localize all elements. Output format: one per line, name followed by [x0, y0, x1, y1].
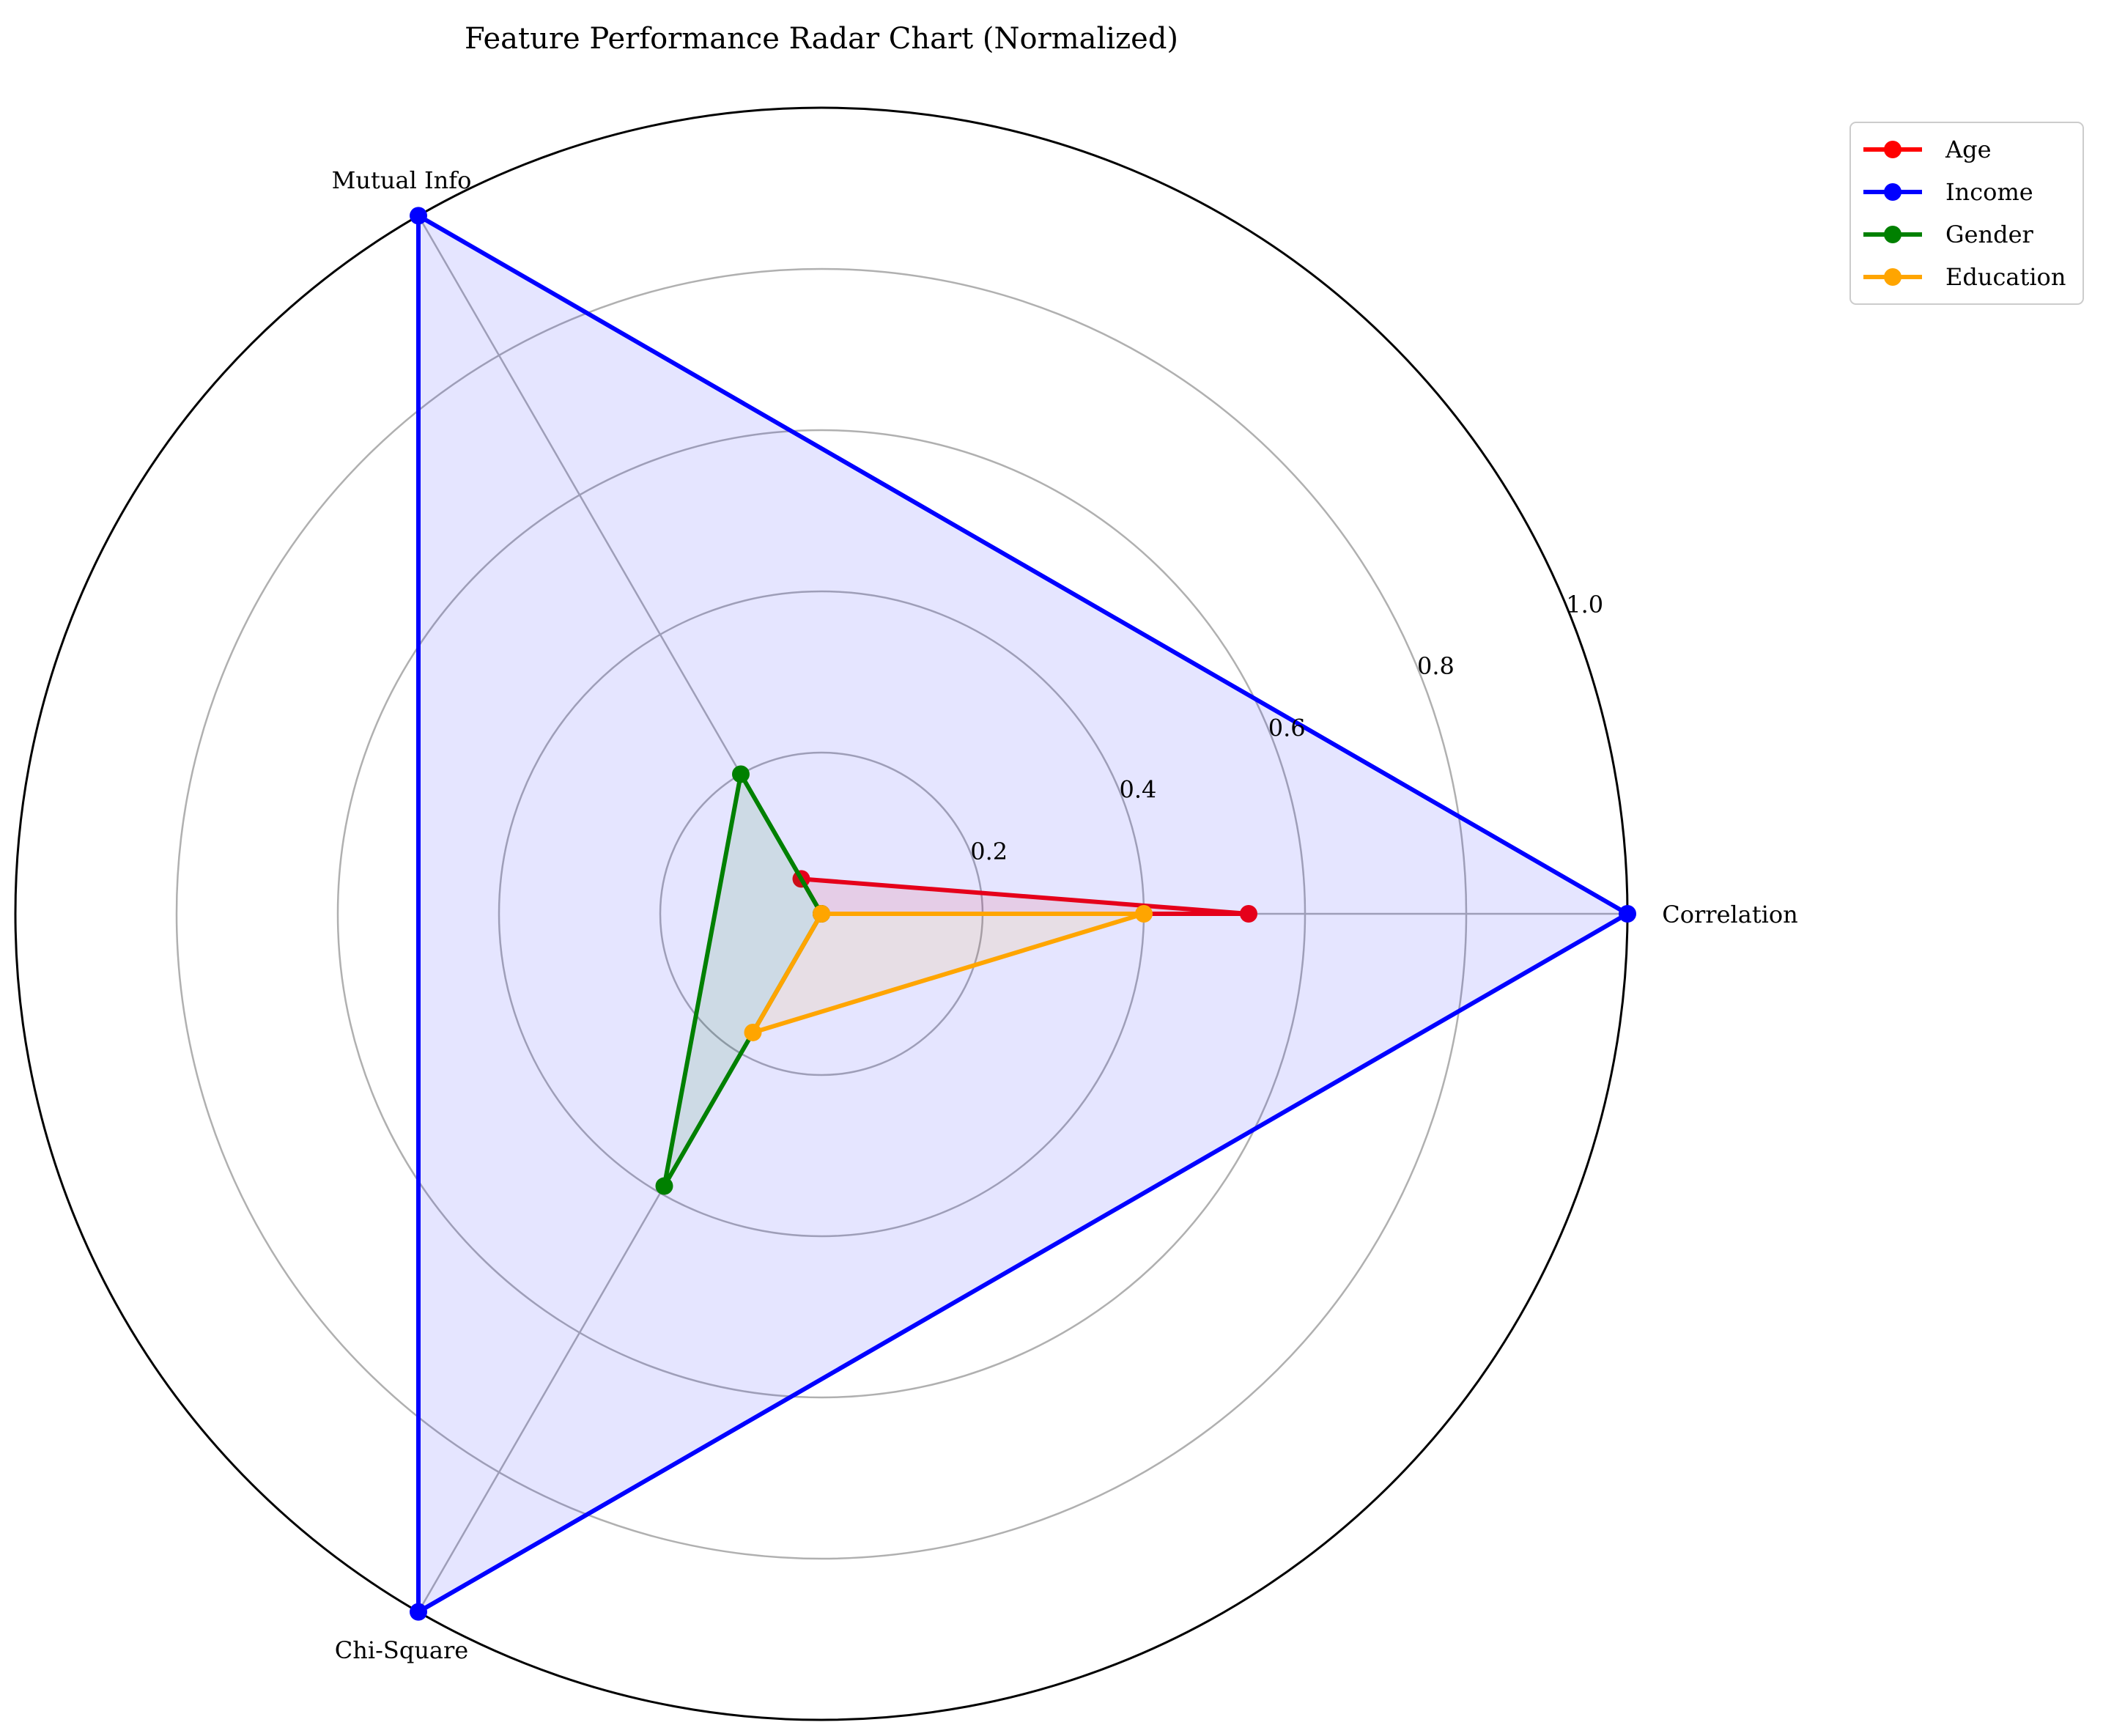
legend-label-income: Income [1945, 178, 2033, 206]
axis-label-1: Mutual Info [332, 166, 472, 194]
axis-label-2: Chi-Square [335, 1636, 468, 1664]
legend-swatch-marker [1884, 268, 1902, 286]
r-tick-label: 1.0 [1566, 591, 1603, 618]
legend-label-age: Age [1945, 136, 1992, 163]
legend-box [1849, 122, 2084, 305]
data-point-age-0 [1240, 905, 1257, 923]
series-fill-gender [664, 774, 821, 1186]
data-point-education-2 [744, 1023, 762, 1041]
legend-swatch-marker [1884, 183, 1902, 201]
radar-grid [14, 106, 1629, 1721]
data-point-education-1 [813, 905, 830, 923]
r-tick-label: 0.8 [1417, 652, 1455, 680]
series-line-gender [662, 772, 824, 1189]
radar-series [410, 207, 1636, 1621]
data-point-gender-1 [732, 765, 750, 783]
legend-swatch-marker [1884, 141, 1902, 158]
legend: Age Income Gender Education [1849, 122, 2084, 305]
series-line-education [750, 912, 1146, 1035]
data-point-income-1 [410, 207, 427, 225]
r-tick-label: 0.6 [1268, 714, 1306, 742]
radar-labels: 0.2 0.4 0.6 0.8 1.0 Correlation Mutual Info Chi… [332, 166, 1798, 1664]
data-point-education-0 [1135, 905, 1153, 923]
legend-swatch-marker [1884, 226, 1902, 243]
data-point-gender-2 [655, 1177, 673, 1195]
series-line-income [416, 213, 1630, 1614]
chart-title: Feature Performance Radar Chart (Normali… [465, 22, 1178, 56]
legend-label-gender: Gender [1945, 221, 2034, 248]
legend-label-education: Education [1945, 263, 2066, 291]
data-point-income-2 [410, 1603, 427, 1621]
data-point-income-0 [1619, 905, 1636, 923]
r-tick-label: 0.4 [1120, 776, 1157, 804]
r-tick-label: 0.2 [970, 838, 1008, 865]
axis-label-0: Correlation [1662, 901, 1798, 928]
